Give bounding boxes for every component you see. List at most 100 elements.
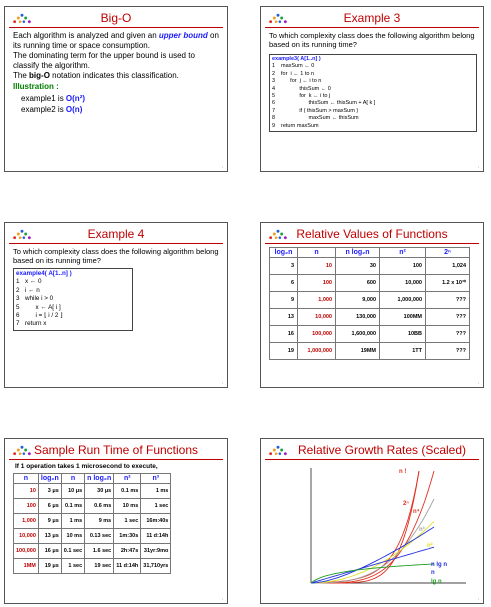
table-header-row: n log₂n n n log₂n n² n³ (13, 473, 172, 484)
code-text: x ← A[ i ] (25, 303, 61, 311)
emphasis-big-o: big-O (29, 71, 50, 80)
curve-label: n ! (399, 469, 406, 475)
table-cell: 100,000 (13, 543, 39, 559)
paragraph-big-o: The big-O notation indicates this classi… (13, 71, 221, 81)
table-cell: 9,000 (335, 291, 380, 309)
table-cell: ??? (425, 325, 470, 343)
table-cell: 0.1 ms (113, 483, 142, 499)
table-cell: 1 sec (140, 498, 172, 514)
code-line: 7 return x (16, 320, 130, 328)
complexity-label: O(n²) (65, 94, 86, 103)
footer-mark: ▪ (477, 597, 479, 601)
complexity-label: O(n) (65, 104, 83, 114)
example1-line: example1 is O(n²) (13, 94, 221, 104)
line-number: 3 (272, 78, 276, 85)
table-cell: 100 (297, 274, 336, 292)
column-header: log₂n (269, 247, 298, 258)
table-cell: 10,000 (379, 274, 426, 292)
code-line: 2 i ← n (16, 287, 130, 295)
table-cell: 31yr:9mo (140, 543, 172, 559)
table-cell: ??? (425, 291, 470, 309)
column-header: n (297, 247, 336, 258)
line-number: 7 (16, 320, 20, 328)
line-number: 8 (272, 115, 276, 122)
table-cell: 16 μs (37, 543, 62, 559)
table-cell: 600 (335, 274, 380, 292)
table-cell: 6 (269, 274, 298, 292)
code-text: for i ← 1 to n (281, 70, 315, 77)
code-text: i = ⌊ i / 2 ⌋ (25, 312, 63, 320)
table-cell: 1m:30s (113, 528, 142, 544)
table-cell: 1 ms (140, 483, 172, 499)
growth-curve (310, 563, 435, 584)
line-number: 6 (16, 312, 20, 320)
line-number: 3 (16, 295, 20, 303)
table-cell: 1,000 (297, 291, 336, 309)
code-text: thisSum ← 0 (281, 85, 331, 92)
illustration-heading: Illustration : (13, 81, 59, 91)
table-cell: 9 μs (37, 513, 62, 529)
subtitle: If 1 operation takes 1 microsecond to ex… (15, 463, 158, 470)
code-line: 6 i = ⌊ i / 2 ⌋ (16, 312, 130, 320)
text: example2 is (21, 104, 64, 114)
code-text: maxSum ← thisSum (281, 115, 359, 122)
code-text: for k ← i to j (281, 93, 331, 100)
footer-mark: ▪ (221, 381, 223, 385)
line-number: 1 (16, 278, 20, 286)
table-cell: 10 ms (113, 498, 142, 514)
column-header: n² (379, 247, 426, 258)
runtime-table: n log₂n n n log₂n n² n³ 10 3 μs 10 μs 30 μs 0.1 m… (13, 473, 172, 574)
code-box: example4( A[1..n] ) 1 x ← 0 2 i ← n 3 while i… (13, 268, 133, 331)
line-number: 2 (272, 70, 276, 77)
column-header: n log₂n (335, 247, 380, 258)
growth-curve (311, 498, 435, 584)
code-line: 1 x ← 0 (16, 278, 130, 286)
table-cell: 19 sec (84, 558, 115, 574)
emphasis-upper-bound: upper bound (158, 31, 208, 40)
slide-example-3: Example 3 To which complexity class does… (260, 6, 484, 172)
table-cell: 0.13 sec (84, 528, 115, 544)
text: on its running time or space consumption… (13, 31, 219, 50)
table-row: 3 10 30 100 1,024 (269, 257, 470, 275)
slide-sample-run-time: Sample Run Time of Functions If 1 operat… (4, 438, 228, 604)
table-row: 19 1,000,000 19MM 1TT??? (269, 342, 470, 360)
footer-mark: ▪ (221, 165, 223, 169)
slide-title: Relative Values of Functions (296, 227, 448, 241)
slide-title: Relative Growth Rates (Scaled) (297, 443, 467, 457)
table-cell: 1 ms (60, 513, 86, 529)
table-cell: 10 (13, 483, 39, 499)
column-header: 2ⁿ (425, 247, 470, 258)
table-cell: 10 ms (60, 528, 86, 544)
title-rule (265, 459, 479, 460)
table-cell: 11 d:14h (113, 558, 142, 574)
code-text: x ← 0 (25, 278, 42, 286)
code-line: 2 for i ← 1 to n (272, 71, 474, 78)
table-cell: 1TT (379, 342, 426, 360)
footer-mark: ▪ (221, 597, 223, 601)
table-cell: 1 sec (60, 558, 86, 574)
footer-mark: ▪ (477, 165, 479, 169)
line-number: 6 (272, 100, 276, 107)
column-header: n (60, 473, 86, 484)
code-text: maxSum ← 0 (281, 63, 315, 70)
code-text: while i > 0 (25, 295, 54, 303)
table-header-row: log₂n n n log₂n n² 2ⁿ (269, 247, 470, 258)
slide-body: Each algorithm is analyzed and given an … (13, 31, 221, 115)
title-rule (9, 459, 223, 460)
table-cell: 19 (269, 342, 298, 360)
column-header: n³ (140, 473, 172, 484)
code-line: 5 x ← A[ i ] (16, 304, 130, 312)
text: notation indicates this classification. (52, 71, 179, 80)
line-number: 1 (272, 63, 276, 70)
table-cell: 100MM (379, 308, 426, 326)
table-row: 6 100 600 10,000 1.2 x 10³⁰ (269, 274, 470, 292)
table-cell: 19MM (335, 342, 380, 360)
slide-title: Big-O (100, 11, 132, 25)
table-cell: 2h:47s (113, 543, 142, 559)
table-cell: 1,024 (425, 257, 470, 275)
table-cell: 9 (269, 291, 298, 309)
table-cell: ??? (425, 342, 470, 360)
title-rule (265, 243, 479, 244)
curve-label: n lg n (431, 562, 447, 568)
column-header: log₂n (37, 473, 62, 484)
